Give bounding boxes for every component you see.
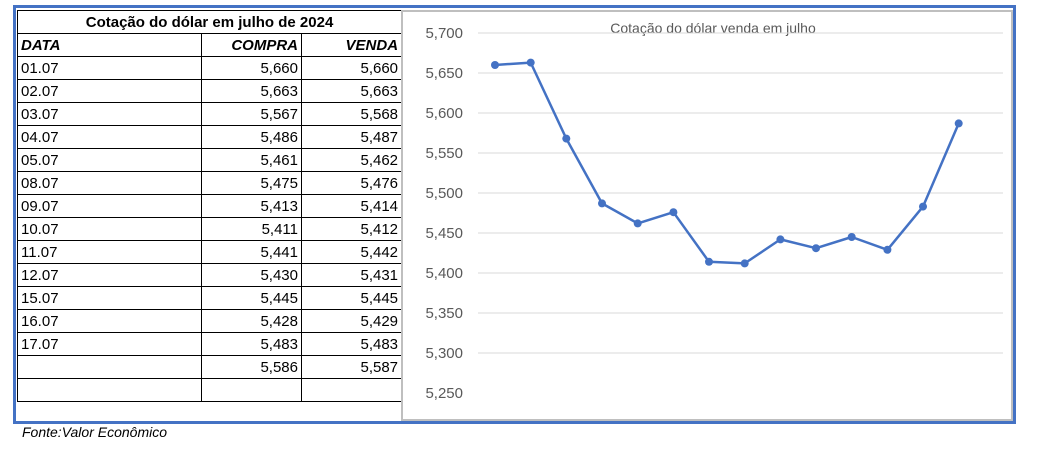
- data-point: [526, 58, 535, 67]
- cell-date: 11.07: [17, 240, 202, 264]
- table-row: 17.07 5,483 5,483: [17, 332, 403, 356]
- line-chart: Cotação do dólar venda em julho 5,250 5,3…: [425, 20, 1003, 402]
- cell-date: 08.07: [17, 171, 202, 195]
- cell-venda: 5,442: [300, 240, 403, 264]
- data-point: [847, 233, 856, 241]
- table-row: 01.07 5,660 5,660: [17, 56, 403, 80]
- cell-compra: 5,483: [201, 332, 302, 356]
- cell-date: 16.07: [17, 309, 202, 333]
- table-row: 10.07 5,411 5,412: [17, 217, 403, 241]
- y-tick-label: 5,400: [425, 265, 463, 282]
- cell-compra: [201, 378, 302, 402]
- cell-venda: 5,414: [300, 194, 403, 218]
- cell-venda: [300, 378, 403, 402]
- cell-venda: 5,462: [300, 148, 403, 172]
- cell-date: 15.07: [17, 286, 202, 310]
- chart-title: Cotação do dólar venda em julho: [610, 20, 816, 36]
- data-point: [954, 119, 963, 128]
- data-point: [883, 245, 892, 254]
- header-venda: VENDA: [300, 33, 403, 57]
- cell-compra: 5,461: [201, 148, 302, 172]
- data-point: [633, 219, 642, 228]
- cell-venda: 5,660: [300, 56, 403, 80]
- table-row: 05.07 5,461 5,462: [17, 148, 403, 172]
- data-point: [669, 208, 678, 217]
- cell-date: 05.07: [17, 148, 202, 172]
- cell-date: 03.07: [17, 102, 202, 126]
- table-body: 01.07 5,660 5,660 02.07 5,663 5,663 03.07 5,567…: [17, 56, 403, 402]
- quote-table: Cotação do dólar em julho de 2024 DATA C…: [16, 10, 403, 402]
- table-title: Cotação do dólar em julho de 2024: [16, 10, 403, 34]
- table-row: 15.07 5,445 5,445: [17, 286, 403, 310]
- y-tick-label: 5,350: [425, 305, 463, 322]
- cell-compra: 5,660: [201, 56, 302, 80]
- y-tick-label: 5,300: [425, 345, 463, 362]
- data-point: [598, 199, 606, 208]
- cell-compra: 5,475: [201, 171, 302, 195]
- y-tick-label: 5,650: [425, 65, 463, 82]
- data-point: [740, 259, 749, 268]
- cell-date: 10.07: [17, 217, 202, 241]
- header-compra: COMPRA: [201, 33, 302, 57]
- cell-compra: 5,430: [201, 263, 302, 287]
- y-tick-label: 5,450: [425, 225, 463, 242]
- data-point: [491, 61, 499, 69]
- data-point: [705, 257, 713, 266]
- y-tick-label: 5,250: [425, 385, 463, 402]
- cell-venda: 5,568: [300, 102, 403, 126]
- data-point: [562, 134, 571, 143]
- cell-venda: 5,483: [300, 332, 403, 356]
- table-row: 09.07 5,413 5,414: [17, 194, 403, 218]
- table-row: 16.07 5,428 5,429: [17, 309, 403, 333]
- source-note: Fonte:Valor Econômico: [22, 424, 167, 440]
- table-row: [17, 378, 403, 402]
- chart-area: Cotação do dólar venda em julho 5,250 5,3…: [401, 10, 1013, 421]
- y-tick-label: 5,500: [425, 185, 463, 202]
- cell-date: [17, 378, 202, 402]
- cell-venda: 5,445: [300, 286, 403, 310]
- cell-date: 17.07: [17, 332, 202, 356]
- table-row: 11.07 5,441 5,442: [17, 240, 403, 264]
- data-point: [812, 244, 820, 253]
- cell-venda: 5,663: [300, 79, 403, 103]
- data-point: [919, 202, 927, 211]
- table-row: 03.07 5,567 5,568: [17, 102, 403, 126]
- cell-venda: 5,431: [300, 263, 403, 287]
- cell-date: [17, 355, 202, 379]
- cell-compra: 5,428: [201, 309, 302, 333]
- cell-venda: 5,587: [300, 355, 403, 379]
- table-row: 04.07 5,486 5,487: [17, 125, 403, 149]
- cell-compra: 5,445: [201, 286, 302, 310]
- cell-compra: 5,411: [201, 217, 302, 241]
- cell-compra: 5,663: [201, 79, 302, 103]
- cell-venda: 5,476: [300, 171, 403, 195]
- cell-venda: 5,429: [300, 309, 403, 333]
- cell-compra: 5,441: [201, 240, 302, 264]
- cell-compra: 5,486: [201, 125, 302, 149]
- cell-date: 09.07: [17, 194, 202, 218]
- header-data: DATA: [17, 33, 202, 57]
- y-tick-label: 5,700: [425, 25, 463, 42]
- cell-compra: 5,586: [201, 355, 302, 379]
- cell-date: 04.07: [17, 125, 202, 149]
- table-row: 02.07 5,663 5,663: [17, 79, 403, 103]
- cell-venda: 5,412: [300, 217, 403, 241]
- y-tick-label: 5,550: [425, 145, 463, 162]
- table-row: 5,586 5,587: [17, 355, 403, 379]
- table-row: 08.07 5,475 5,476: [17, 171, 403, 195]
- y-tick-label: 5,600: [425, 105, 463, 122]
- cell-venda: 5,487: [300, 125, 403, 149]
- cell-date: 12.07: [17, 263, 202, 287]
- cell-date: 02.07: [17, 79, 202, 103]
- table-row: 12.07 5,430 5,431: [17, 263, 403, 287]
- cell-compra: 5,567: [201, 102, 302, 126]
- cell-date: 01.07: [17, 56, 202, 80]
- series-line: [494, 61, 960, 265]
- data-point: [776, 235, 785, 244]
- cell-compra: 5,413: [201, 194, 302, 218]
